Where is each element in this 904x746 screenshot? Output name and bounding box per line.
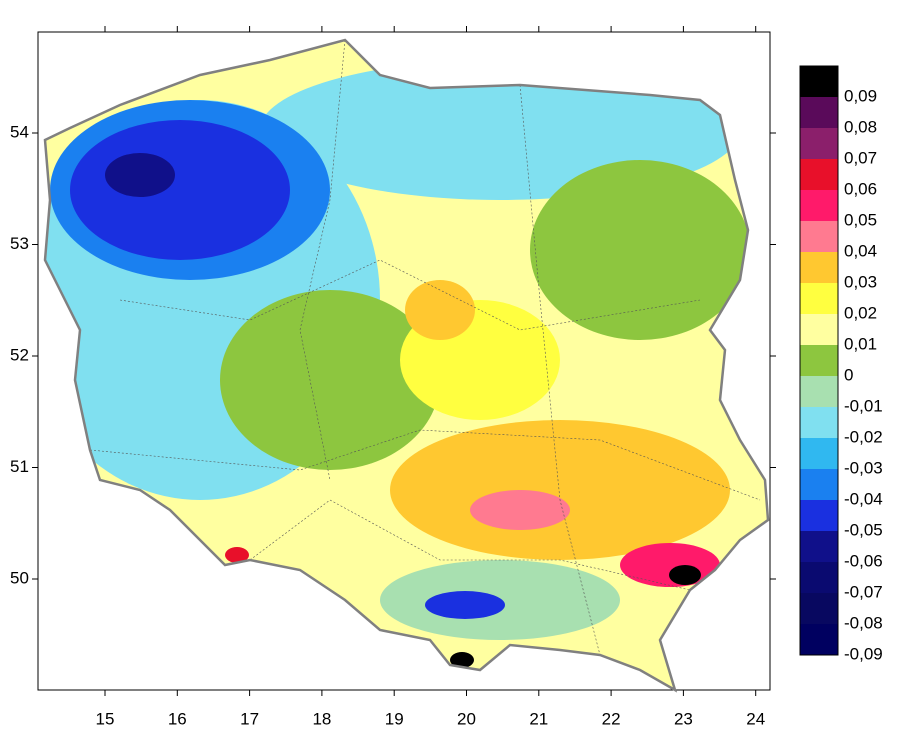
colorbar-label: 0,03 [844, 272, 877, 291]
x-tick-label: 17 [240, 709, 259, 728]
colorbar-frame [799, 65, 839, 656]
colorbar-label: -0,02 [844, 427, 883, 446]
colorbar-band [800, 314, 838, 346]
colorbar-label: -0,04 [844, 489, 883, 508]
colorbar-label: -0,08 [844, 613, 883, 632]
x-tick-label: 20 [457, 709, 476, 728]
colorbar-band [800, 345, 838, 377]
colorbar-band [800, 438, 838, 470]
colorbar-label: -0,01 [844, 396, 883, 415]
colorbar-band [800, 407, 838, 439]
colorbar-label: 0,06 [844, 179, 877, 198]
colorbar-label: 0,04 [844, 241, 877, 260]
colorbar-label: 0,01 [844, 334, 877, 353]
colorbar-label: -0,03 [844, 458, 883, 477]
colorbar-band [800, 221, 838, 253]
y-tick-label: 52 [10, 345, 29, 364]
x-tick-label: 21 [529, 709, 548, 728]
x-tick-label: 16 [168, 709, 187, 728]
colorbar-band [800, 66, 838, 98]
colorbar-label: -0,05 [844, 520, 883, 539]
colorbar-label: -0,09 [844, 644, 883, 663]
colorbar-band [800, 593, 838, 625]
colorbar-label: -0,07 [844, 582, 883, 601]
colorbar-band [800, 376, 838, 408]
colorbar-band [800, 500, 838, 532]
colorbar-band [800, 624, 838, 656]
colorbar-label: 0,02 [844, 303, 877, 322]
colorbar-band [800, 97, 838, 129]
colorbar-label: 0,08 [844, 117, 877, 136]
colorbar-band [800, 531, 838, 563]
colorbar-band [800, 252, 838, 284]
colorbar-band [800, 190, 838, 222]
x-tick-label: 18 [312, 709, 331, 728]
colorbar-band [800, 283, 838, 315]
y-tick-label: 53 [10, 234, 29, 253]
colorbar-label: 0,05 [844, 210, 877, 229]
country-border [43, 38, 770, 693]
x-tick-label: 15 [96, 709, 115, 728]
colorbar-label: 0,09 [844, 86, 877, 105]
y-tick-label: 50 [10, 568, 29, 587]
colorbar-label: 0 [844, 365, 853, 384]
colorbar-band [800, 562, 838, 594]
x-tick-label: 22 [602, 709, 621, 728]
colorbar-band [800, 128, 838, 160]
x-tick-label: 24 [746, 709, 765, 728]
x-tick-label: 19 [385, 709, 404, 728]
colorbar-label: -0,06 [844, 551, 883, 570]
colorbar-band [800, 469, 838, 501]
x-tick-label: 23 [674, 709, 693, 728]
y-tick-label: 54 [10, 122, 29, 141]
colorbar-band [800, 159, 838, 191]
colorbar-label: 0,07 [844, 148, 877, 167]
y-tick-label: 51 [10, 457, 29, 476]
